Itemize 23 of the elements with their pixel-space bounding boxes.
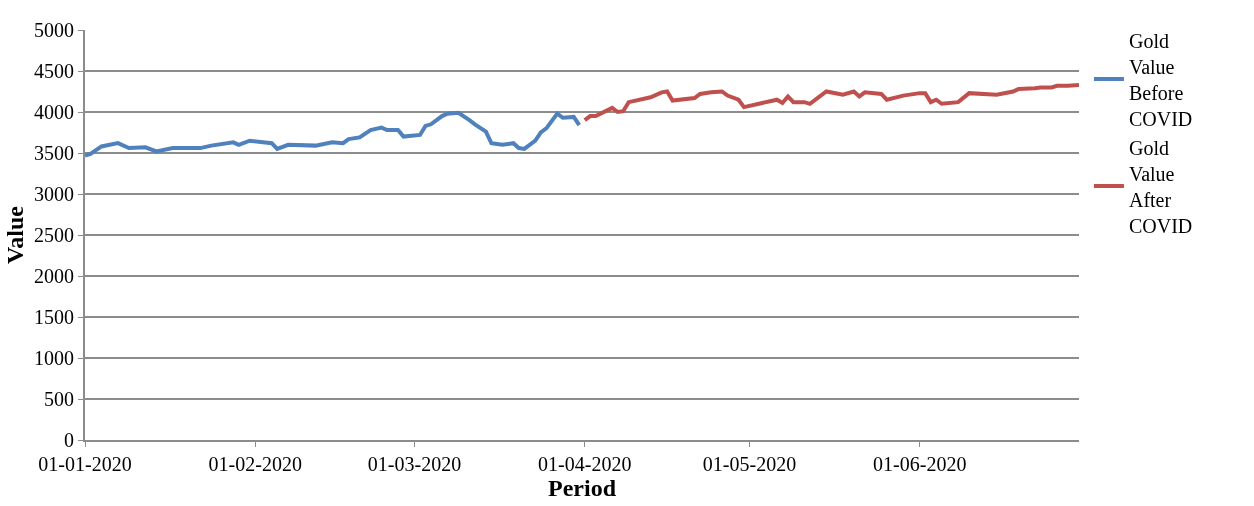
x-tick-label: 01-01-2020 bbox=[38, 453, 132, 475]
y-tick-label: 0 bbox=[64, 429, 74, 451]
x-tick-label: 01-05-2020 bbox=[702, 453, 797, 475]
y-axis-title: Value bbox=[1, 205, 28, 264]
y-tick-label: 1000 bbox=[34, 347, 74, 369]
y-tick-label: 4500 bbox=[34, 60, 74, 82]
y-tick-label: 2500 bbox=[34, 224, 74, 246]
y-tick-label: 2000 bbox=[34, 265, 74, 287]
x-tick-label: 01-03-2020 bbox=[367, 453, 462, 475]
legend-label: Gold Value After COVID bbox=[1128, 136, 1193, 237]
y-tick-label: 3000 bbox=[34, 183, 74, 205]
x-tick-label: 01-04-2020 bbox=[538, 453, 632, 475]
y-tick-label: 500 bbox=[44, 388, 74, 410]
line-series bbox=[582, 82, 1079, 123]
line-series bbox=[85, 110, 582, 158]
y-tick-label: 1500 bbox=[34, 306, 74, 328]
x-tick-label: 01-02-2020 bbox=[208, 453, 302, 475]
y-tick-label: 5000 bbox=[34, 19, 74, 41]
x-tick-label: 01-06-2020 bbox=[873, 453, 967, 475]
y-tick-label: 3500 bbox=[34, 142, 74, 164]
y-tick-label: 4000 bbox=[34, 101, 74, 123]
legend-label: Gold Value Before COVID bbox=[1128, 29, 1193, 130]
x-axis-title: Period bbox=[548, 475, 617, 501]
